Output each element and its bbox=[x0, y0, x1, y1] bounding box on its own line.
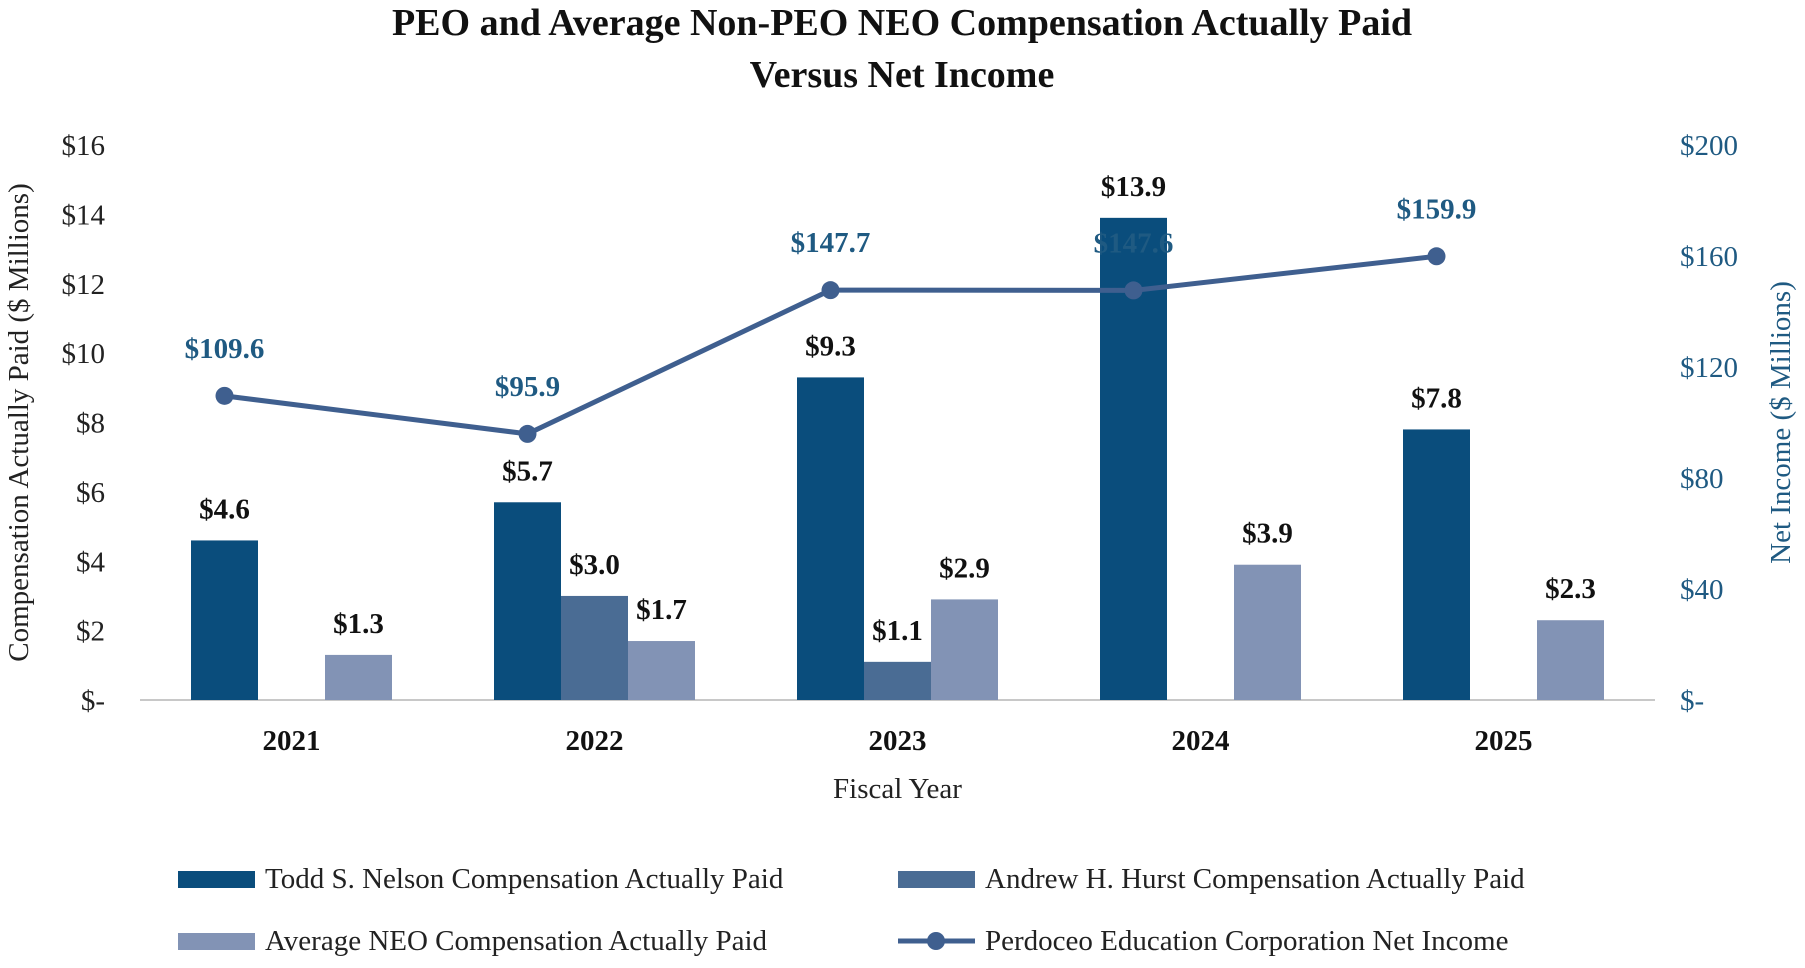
bar bbox=[1403, 429, 1470, 700]
line-data-label: $109.6 bbox=[185, 333, 265, 365]
x-tick-label: 2025 bbox=[1475, 725, 1533, 757]
legend-marker bbox=[927, 932, 945, 950]
net-income-point bbox=[821, 281, 840, 300]
y2-tick-label: $40 bbox=[1680, 574, 1724, 606]
y2-tick-label: $200 bbox=[1680, 130, 1738, 162]
net-income-point bbox=[1124, 281, 1143, 300]
net-income-point bbox=[1427, 247, 1446, 266]
line-data-label: $159.9 bbox=[1397, 193, 1477, 225]
y-tick-label: $10 bbox=[62, 338, 106, 370]
y-tick-label: $6 bbox=[76, 477, 105, 509]
bar-data-label: $2.9 bbox=[939, 552, 990, 584]
net-income-point bbox=[518, 424, 537, 443]
y-tick-label: $16 bbox=[62, 130, 106, 162]
y-tick-label: $- bbox=[81, 685, 105, 717]
bar bbox=[628, 641, 695, 700]
bar-data-label: $13.9 bbox=[1101, 171, 1166, 203]
legend-swatch bbox=[178, 871, 255, 888]
legend-entry: Andrew H. Hurst Compensation Actually Pa… bbox=[985, 863, 1525, 895]
legend-entry: Todd S. Nelson Compensation Actually Pai… bbox=[265, 863, 784, 895]
bar bbox=[191, 540, 258, 700]
y2-axis-label: Net Income ($ Millions) bbox=[1765, 281, 1797, 564]
bar-data-label: $4.6 bbox=[199, 493, 250, 525]
bar bbox=[931, 599, 998, 700]
bar-data-label: $1.1 bbox=[872, 615, 923, 647]
bar-data-label: $1.3 bbox=[333, 608, 384, 640]
bar bbox=[797, 377, 864, 700]
y2-tick-label: $120 bbox=[1680, 352, 1738, 384]
legend-swatch bbox=[178, 933, 255, 950]
bar bbox=[561, 595, 628, 700]
bar-data-label: $1.7 bbox=[636, 594, 687, 626]
line-data-label: $95.9 bbox=[495, 371, 560, 403]
chart-title-line: PEO and Average Non-PEO NEO Compensation… bbox=[392, 2, 1412, 44]
bar-data-label: $5.7 bbox=[502, 455, 553, 487]
bar bbox=[1537, 620, 1604, 700]
bar bbox=[1234, 564, 1301, 700]
x-tick-label: 2023 bbox=[869, 725, 927, 757]
x-tick-label: 2024 bbox=[1172, 725, 1230, 757]
x-axis-label: Fiscal Year bbox=[833, 773, 962, 805]
legend-swatch bbox=[898, 871, 975, 888]
legend-entry: Perdoceo Education Corporation Net Incom… bbox=[985, 925, 1508, 957]
y-tick-label: $14 bbox=[62, 199, 106, 231]
y-tick-label: $4 bbox=[76, 546, 106, 578]
x-tick-label: 2021 bbox=[263, 725, 321, 757]
y2-tick-label: $80 bbox=[1680, 463, 1724, 495]
legend-entry: Average NEO Compensation Actually Paid bbox=[265, 925, 768, 957]
bar-data-label: $2.3 bbox=[1545, 573, 1596, 605]
line-data-label: $147.7 bbox=[791, 227, 871, 259]
bar-data-label: $3.9 bbox=[1242, 518, 1293, 550]
y-axis-label: Compensation Actually Paid ($ Millions) bbox=[3, 183, 35, 661]
line-data-label: $147.6 bbox=[1094, 227, 1174, 259]
y-tick-label: $2 bbox=[76, 616, 105, 648]
bar bbox=[864, 661, 931, 700]
x-tick-label: 2022 bbox=[566, 725, 624, 757]
y2-tick-label: $- bbox=[1680, 685, 1704, 717]
bar bbox=[325, 654, 392, 700]
bar-data-label: $7.8 bbox=[1411, 382, 1462, 414]
bar-data-label: $3.0 bbox=[569, 549, 620, 581]
bar-data-label: $9.3 bbox=[805, 330, 856, 362]
bar bbox=[494, 502, 561, 700]
net-income-point bbox=[215, 386, 234, 405]
chart-title-line: Versus Net Income bbox=[750, 54, 1055, 96]
y-tick-label: $12 bbox=[62, 269, 106, 301]
y2-tick-label: $160 bbox=[1680, 241, 1738, 273]
y-tick-label: $8 bbox=[76, 408, 105, 440]
